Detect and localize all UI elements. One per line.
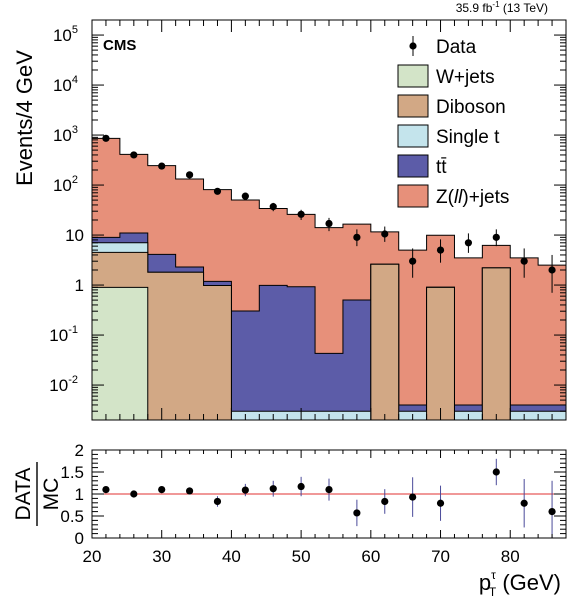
ratio-y-tick-label: 1 [75, 485, 84, 504]
data-point [353, 233, 361, 241]
ratio-point [102, 486, 110, 494]
data-point [130, 151, 138, 159]
legend-swatch [397, 154, 429, 178]
x-axis-label: pτ T (GeV) [479, 568, 561, 599]
data-point [325, 219, 333, 228]
ratio-point [436, 499, 445, 507]
legend-item-z-ll-jets: Z(ll)+jets [397, 184, 509, 208]
ratio-point [325, 486, 333, 494]
data-point [464, 239, 473, 247]
main-plot: 10-2 10-1 1 10 102 103 104 105 CMS Events/4 GeV… [12, 19, 567, 421]
ratio-y-tick-label: 0.5 [60, 507, 84, 526]
ratio-point [185, 487, 194, 495]
data-point [213, 187, 222, 195]
x-tick-label: 30 [152, 547, 171, 566]
experiment-label: CMS [103, 37, 136, 54]
legend-label: Single t [436, 127, 500, 148]
ratio-point [520, 499, 528, 507]
y-tick-label: 105 [53, 24, 78, 45]
data-point [381, 230, 389, 238]
y-tick-label: 104 [53, 74, 78, 95]
legend-label: Diboson [436, 97, 506, 118]
x-tick-label: 80 [501, 547, 520, 566]
x-tick-label: 50 [292, 547, 311, 566]
y-axis-label: Events/4 GeV [12, 50, 37, 186]
ratio-points [102, 458, 556, 538]
x-tick-label: 20 [83, 547, 102, 566]
ratio-point [492, 468, 500, 476]
legend-marker [409, 42, 417, 50]
y-tick-label: 10 [65, 226, 84, 245]
ratio-point [548, 508, 556, 516]
ratio-point [241, 486, 249, 494]
y-tick-label: 102 [53, 174, 78, 195]
ratio-y-tick-label: 1.5 [60, 463, 84, 482]
data-point [297, 210, 305, 218]
ratio-y-axis-label: DATA MC [12, 462, 63, 526]
ratio-y-axis-ticks: 0 0.5 1 1.5 2 [60, 441, 566, 548]
ratio-y-tick-label: 2 [75, 441, 84, 460]
data-point [492, 233, 500, 241]
data-point [158, 162, 166, 170]
data-point [269, 203, 277, 211]
x-axis-ticks-top [91, 20, 567, 420]
legend-item-w-jets: W+jets [397, 64, 495, 88]
ratio-label-denominator: MC [40, 478, 63, 511]
data-point [102, 134, 110, 142]
y-tick-label: 10-1 [49, 324, 78, 345]
x-tick-label: 60 [361, 547, 380, 566]
legend-item-data: Data [409, 36, 477, 58]
legend-label: Data [436, 37, 477, 58]
data-point [436, 246, 445, 254]
legend-label: tt̄ [436, 157, 447, 178]
legend-swatch [397, 94, 429, 118]
legend: Data W+jets Diboson Single t tt̄ Z(ll)+jets [397, 36, 509, 208]
lumi-label: 35.9 fb-1 (13 TeV) [456, 0, 548, 15]
legend-label: Z(ll)+jets [436, 187, 509, 208]
legend-swatch [397, 184, 429, 208]
data-point [520, 257, 528, 265]
data-point [241, 192, 249, 200]
ratio-x-axis-ticks: 20 30 40 50 60 70 80 [83, 450, 567, 566]
legend-label: W+jets [436, 67, 495, 88]
x-tick-label: 40 [222, 547, 241, 566]
ratio-point [297, 482, 305, 491]
ratio-label-numerator: DATA [12, 468, 35, 521]
ratio-point [213, 497, 222, 506]
ratio-point [269, 485, 277, 493]
data-point [409, 257, 417, 265]
y-tick-label: 10-2 [49, 374, 78, 395]
ratio-point [158, 486, 166, 494]
legend-swatch [397, 124, 429, 148]
legend-item-tt: tt̄ [397, 154, 447, 178]
ratio-point [130, 490, 138, 498]
data-points [102, 134, 556, 293]
legend-swatch [397, 64, 429, 88]
y-tick-label: 1 [75, 276, 84, 295]
ratio-point [381, 497, 389, 506]
ratio-plot: 0 0.5 1 1.5 2 20 30 40 50 60 70 80 DATA MC pτ T (Ge… [12, 441, 567, 599]
ratio-y-tick-label: 0 [75, 529, 84, 548]
ratio-point [353, 509, 361, 517]
y-axis-ticks: 10-2 10-1 1 10 102 103 104 105 [49, 19, 566, 421]
data-point [185, 171, 194, 179]
data-point [548, 266, 556, 274]
legend-item-diboson: Diboson [397, 94, 506, 118]
ratio-point [409, 493, 417, 501]
y-tick-label: 103 [53, 124, 78, 145]
legend-item-single-t: Single t [397, 124, 500, 148]
x-tick-label: 70 [431, 547, 450, 566]
